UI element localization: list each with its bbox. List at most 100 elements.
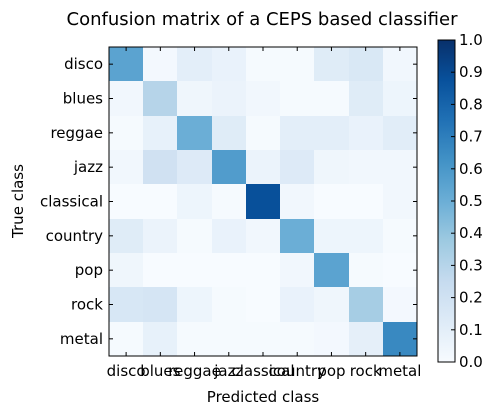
colorbar-tick-label: 0.4 [459,224,483,242]
heatmap-cell-rock-blues [143,287,177,322]
x-tick-label: pop [317,362,345,380]
y-tick-label: disco [64,55,103,73]
heatmap-cell-pop-rock [349,253,383,287]
heatmap-cell-reggae-rock [349,116,383,150]
heatmap-cell-pop-classical [246,253,280,287]
heatmap-cell-country-country [280,219,314,253]
heatmap-cell-country-blues [143,219,177,253]
heatmap-cell-disco-disco [109,47,143,81]
heatmap-cell-classical-blues [143,184,177,219]
chart-title: Confusion matrix of a CEPS based classif… [67,9,459,30]
heatmap-cell-reggae-metal [383,116,417,150]
heatmap-cell-pop-metal [383,253,417,287]
heatmap-cell-jazz-classical [246,150,280,184]
heatmap-cell-blues-classical [246,81,280,116]
x-tick-label: reggae [168,362,221,380]
heatmap-cell-pop-country [280,253,314,287]
y-tick-label: blues [63,90,103,108]
heatmap-cell-classical-disco [109,184,143,219]
heatmap-cell-blues-metal [383,81,417,116]
heatmap-cell-country-jazz [212,219,246,253]
heatmap-cell-blues-reggae [177,81,212,116]
heatmap-cell-blues-blues [143,81,177,116]
colorbar-tick-label: 0.8 [459,95,483,113]
heatmap-cell-country-rock [349,219,383,253]
heatmap-cell-rock-metal [383,287,417,322]
heatmap-cell-metal-disco [109,322,143,356]
x-tick-label: jazz [213,362,243,380]
heatmap-cell-disco-blues [143,47,177,81]
heatmap-cell-disco-jazz [212,47,246,81]
heatmap-cell-country-classical [246,219,280,253]
colorbar-tick-label: 0.1 [459,321,483,339]
x-tick-label: disco [107,362,146,380]
heatmap-cell-blues-rock [349,81,383,116]
heatmap-cell-rock-pop [314,287,349,322]
x-tick-label: metal [378,362,421,380]
heatmap-cell-jazz-pop [314,150,349,184]
heatmap-cell-reggae-disco [109,116,143,150]
heatmap-cell-jazz-rock [349,150,383,184]
heatmap-cell-disco-country [280,47,314,81]
heatmap-cell-rock-country [280,287,314,322]
heatmap-cell-classical-metal [383,184,417,219]
heatmap-cell-blues-country [280,81,314,116]
heatmap-cell-pop-pop [314,253,349,287]
heatmap-cell-metal-jazz [212,322,246,356]
heatmap-cell-metal-pop [314,322,349,356]
heatmap-cell-disco-rock [349,47,383,81]
colorbar-tick-label: 0.5 [459,192,483,210]
heatmap-cell-country-disco [109,219,143,253]
heatmap-cell-metal-metal [383,322,417,356]
heatmap-cell-blues-disco [109,81,143,116]
colorbar-tick-label: 1.0 [459,31,483,49]
heatmap-cell-disco-classical [246,47,280,81]
heatmap-cell-reggae-blues [143,116,177,150]
y-axis-label: True class [9,164,27,239]
heatmap-cell-reggae-jazz [212,116,246,150]
heatmap-cell-metal-reggae [177,322,212,356]
heatmap-cell-reggae-pop [314,116,349,150]
colorbar-tick-label: 0.7 [459,128,483,146]
heatmap-cell-metal-country [280,322,314,356]
heatmap-cell-jazz-country [280,150,314,184]
heatmap-cell-disco-metal [383,47,417,81]
heatmap-cell-jazz-jazz [212,150,246,184]
heatmap-cell-rock-disco [109,287,143,322]
heatmap-cell-metal-classical [246,322,280,356]
heatmap-cell-reggae-reggae [177,116,212,150]
heatmap-cell-country-reggae [177,219,212,253]
y-tick-label: jazz [73,158,103,176]
colorbar-ticks: 0.0 0.1 0.2 0.3 0.4 0.5 0.6 0.7 0.8 0.9 1.0 [451,31,483,371]
y-tick-label: metal [60,330,103,348]
heatmap-cell-pop-disco [109,253,143,287]
heatmap-cell-classical-country [280,184,314,219]
heatmap-cell-rock-rock [349,287,383,322]
heatmap-cell-disco-reggae [177,47,212,81]
y-tick-label: reggae [50,124,103,142]
heatmap-cell-metal-blues [143,322,177,356]
heatmap-cell-country-pop [314,219,349,253]
heatmap-cells [109,47,417,356]
heatmap-cell-rock-classical [246,287,280,322]
colorbar-tick-label: 0.0 [459,353,483,371]
heatmap-cell-jazz-reggae [177,150,212,184]
heatmap-cell-country-metal [383,219,417,253]
heatmap-cell-rock-jazz [212,287,246,322]
y-tick-label: country [46,227,103,245]
heatmap-cell-classical-reggae [177,184,212,219]
x-tick-label: rock [350,362,382,380]
heatmap-cell-blues-pop [314,81,349,116]
x-tick-label: blues [140,362,180,380]
heatmap-cell-metal-rock [349,322,383,356]
x-tick-label: country [269,362,326,380]
heatmap-cell-pop-reggae [177,253,212,287]
x-axis-label: Predicted class [207,388,320,406]
heatmap-cell-jazz-blues [143,150,177,184]
y-tick-label: pop [75,261,103,279]
heatmap-cell-reggae-classical [246,116,280,150]
x-tick-label: classical [231,362,294,380]
heatmap-cell-pop-blues [143,253,177,287]
